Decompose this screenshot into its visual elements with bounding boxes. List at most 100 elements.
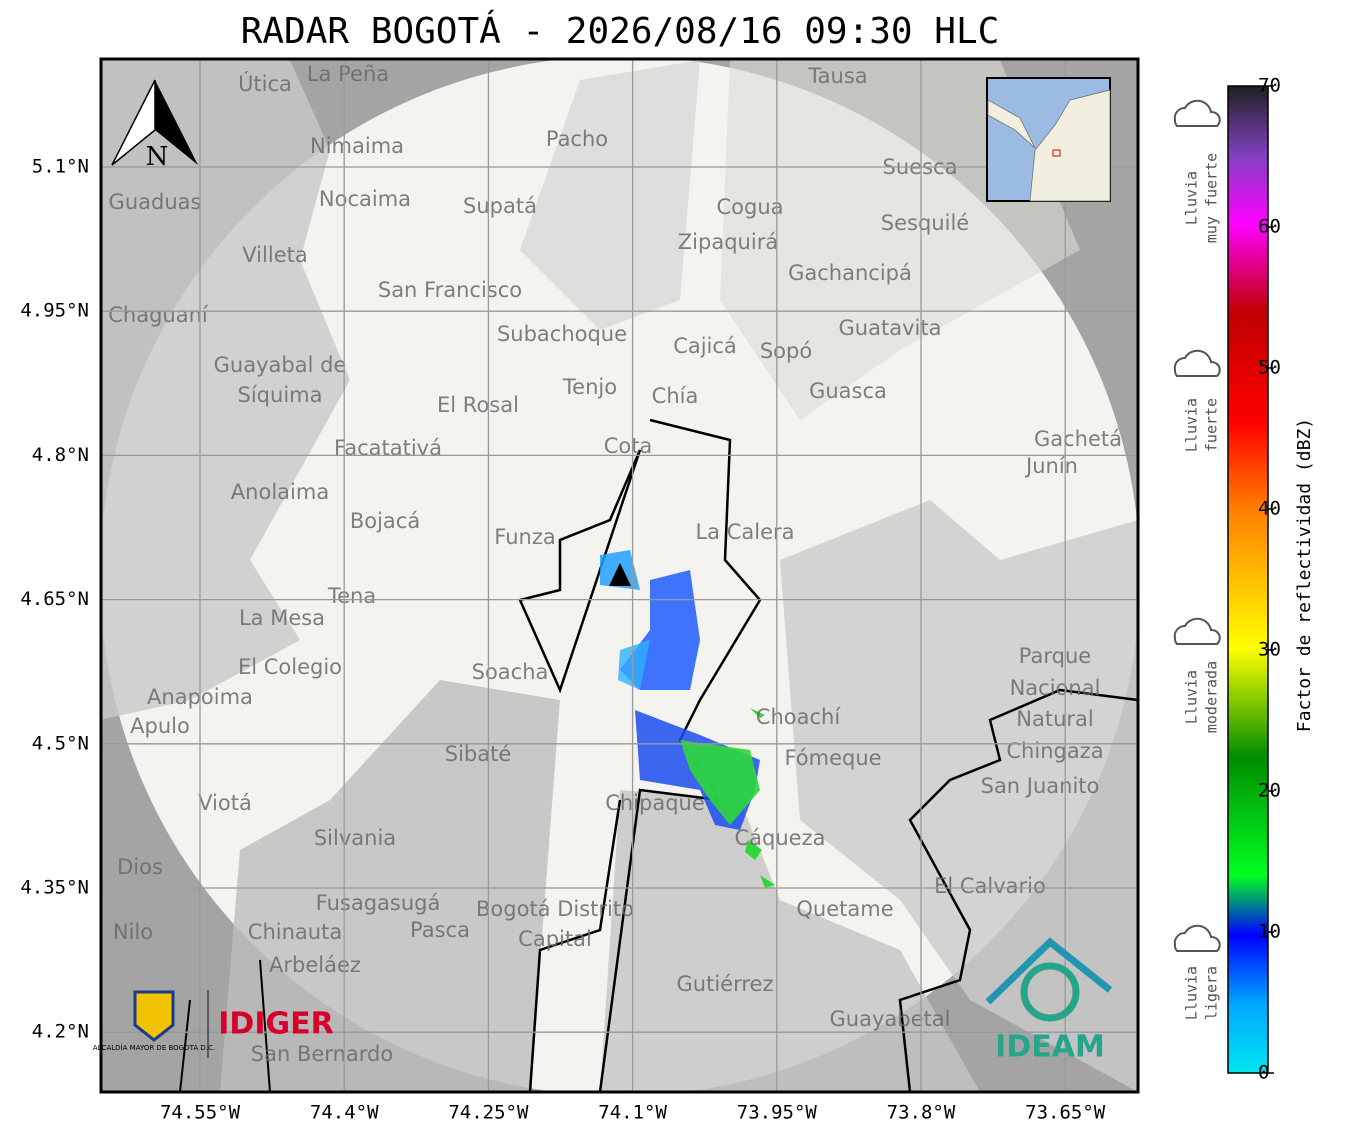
- lat-tick-label: 4.8°N: [32, 444, 89, 466]
- place-label: Tena: [327, 584, 376, 608]
- place-label: Choachí: [756, 705, 842, 729]
- rain-category: moderada: [1203, 661, 1221, 733]
- place-label: Subachoque: [497, 322, 627, 346]
- place-label: Nilo: [113, 920, 153, 944]
- place-label: Cogua: [716, 195, 783, 219]
- place-label: Sibaté: [445, 742, 512, 766]
- place-label: Dios: [117, 855, 163, 879]
- place-label: Junín: [1024, 454, 1078, 478]
- colorbar-tick-label: 40: [1258, 498, 1281, 520]
- rain-category: Lluvia: [1183, 398, 1201, 452]
- place-label: Quetame: [796, 897, 893, 921]
- place-label: Parque: [1019, 644, 1091, 668]
- colorbar-tick-label: 20: [1258, 780, 1281, 802]
- place-label: Cáqueza: [735, 826, 826, 850]
- place-label: Fómeque: [784, 746, 881, 770]
- place-label: Útica: [238, 71, 292, 96]
- place-label: Bojacá: [350, 509, 420, 533]
- rain-category: Lluvia: [1183, 670, 1201, 724]
- place-label: Silvania: [314, 826, 396, 850]
- rain-icon: [1173, 924, 1221, 952]
- place-label: Guayabal de: [214, 353, 347, 377]
- colorbar-label: Factor de reflectividad (dBZ): [1294, 418, 1315, 732]
- lon-tick-label: 74.55°W: [160, 1102, 241, 1124]
- place-label: Pacho: [546, 127, 608, 151]
- rain-icon: [1173, 99, 1221, 127]
- place-label: Guatavita: [839, 316, 942, 340]
- north-label: N: [146, 142, 169, 172]
- colorbar: [1227, 85, 1269, 1074]
- colorbar-tick-label: 70: [1258, 75, 1281, 97]
- rain-icon: [1173, 617, 1221, 645]
- place-label: Sopó: [760, 339, 812, 363]
- colorbar-tick-label: 60: [1258, 216, 1281, 238]
- place-label: Chinauta: [248, 920, 342, 944]
- ideam-text: IDEAM: [995, 1030, 1105, 1065]
- alcaldia-logo: ALCALDÍA MAYOR DE BOGOTÁ D.C.: [93, 990, 215, 1058]
- place-label: La Calera: [695, 520, 794, 544]
- place-label: Anolaima: [231, 480, 329, 504]
- place-label: Tausa: [807, 64, 867, 88]
- rain-category: Lluvia: [1183, 966, 1201, 1020]
- place-label: Síquima: [238, 383, 323, 407]
- place-label: Fusagasugá: [316, 891, 441, 915]
- idiger-logo: IDIGER: [218, 1007, 333, 1042]
- place-label: Natural: [1016, 707, 1093, 731]
- place-label: Chía: [652, 384, 699, 408]
- place-label: Nacional: [1010, 676, 1101, 700]
- place-label: Gachetá: [1034, 427, 1122, 451]
- lon-tick-label: 73.65°W: [1025, 1102, 1106, 1124]
- lat-tick-label: 4.65°N: [20, 588, 89, 610]
- title: RADAR BOGOTÁ - 2026/08/16 09:30 HLC: [241, 10, 1000, 52]
- lat-tick-label: 4.5°N: [32, 732, 89, 754]
- lat-tick-label: 4.35°N: [20, 877, 89, 899]
- colorbar-tick-label: 10: [1258, 921, 1281, 943]
- place-label: Facatativá: [334, 436, 442, 460]
- place-label: La Peña: [307, 62, 389, 86]
- place-label: La Mesa: [239, 606, 325, 630]
- place-label: Soacha: [472, 660, 549, 684]
- place-label: Guasca: [809, 379, 887, 403]
- rain-category: Lluvia: [1183, 171, 1201, 225]
- place-label: Chingaza: [1006, 739, 1103, 763]
- lat-tick-label: 5.1°N: [32, 156, 89, 178]
- place-label: Guaduas: [109, 190, 202, 214]
- colorbar-tick-label: 0: [1258, 1062, 1269, 1084]
- place-label: Nocaima: [319, 187, 411, 211]
- place-label: Chaguaní: [108, 303, 209, 327]
- lon-tick-label: 74.25°W: [448, 1102, 529, 1124]
- map: La Peña Útica Tausa Pacho Nimaima Nocaima Supa…: [101, 59, 1138, 1092]
- place-label: Apulo: [130, 714, 190, 738]
- place-label: El Calvario: [934, 874, 1046, 898]
- place-label: Funza: [494, 525, 555, 549]
- lon-tick-label: 73.8°W: [887, 1102, 956, 1124]
- place-label: Gutiérrez: [677, 972, 774, 996]
- place-label: Sesquilé: [881, 211, 969, 235]
- lon-tick-label: 74.4°W: [310, 1102, 379, 1124]
- place-label: Arbeláez: [269, 953, 361, 977]
- place-label: San Bernardo: [251, 1042, 393, 1066]
- rain-category: ligera: [1203, 966, 1221, 1020]
- colorbar-tick-label: 50: [1258, 357, 1281, 379]
- place-label: Villeta: [242, 243, 307, 267]
- north-arrow: N: [111, 79, 198, 172]
- place-label: San Francisco: [378, 278, 522, 302]
- place-label: Supatá: [463, 194, 537, 218]
- map-frame: [99, 57, 1140, 1094]
- place-label: Viotá: [198, 791, 252, 815]
- lat-tick-label: 4.95°N: [20, 300, 89, 322]
- ideam-logo: IDEAM: [985, 937, 1113, 1065]
- place-label: Chipaque: [605, 791, 705, 815]
- rain-category: fuerte: [1203, 398, 1221, 452]
- lon-tick-label: 74.1°W: [598, 1102, 667, 1124]
- lon-tick-label: 73.95°W: [737, 1102, 818, 1124]
- rain-category: muy fuerte: [1203, 153, 1221, 243]
- lat-tick-label: 4.2°N: [32, 1021, 89, 1043]
- place-label: Nimaima: [310, 134, 404, 158]
- place-label: Cota: [604, 434, 653, 458]
- place-label: Guayabetal: [830, 1007, 951, 1031]
- place-label: Cajicá: [673, 334, 737, 358]
- place-label: Capital: [518, 927, 592, 951]
